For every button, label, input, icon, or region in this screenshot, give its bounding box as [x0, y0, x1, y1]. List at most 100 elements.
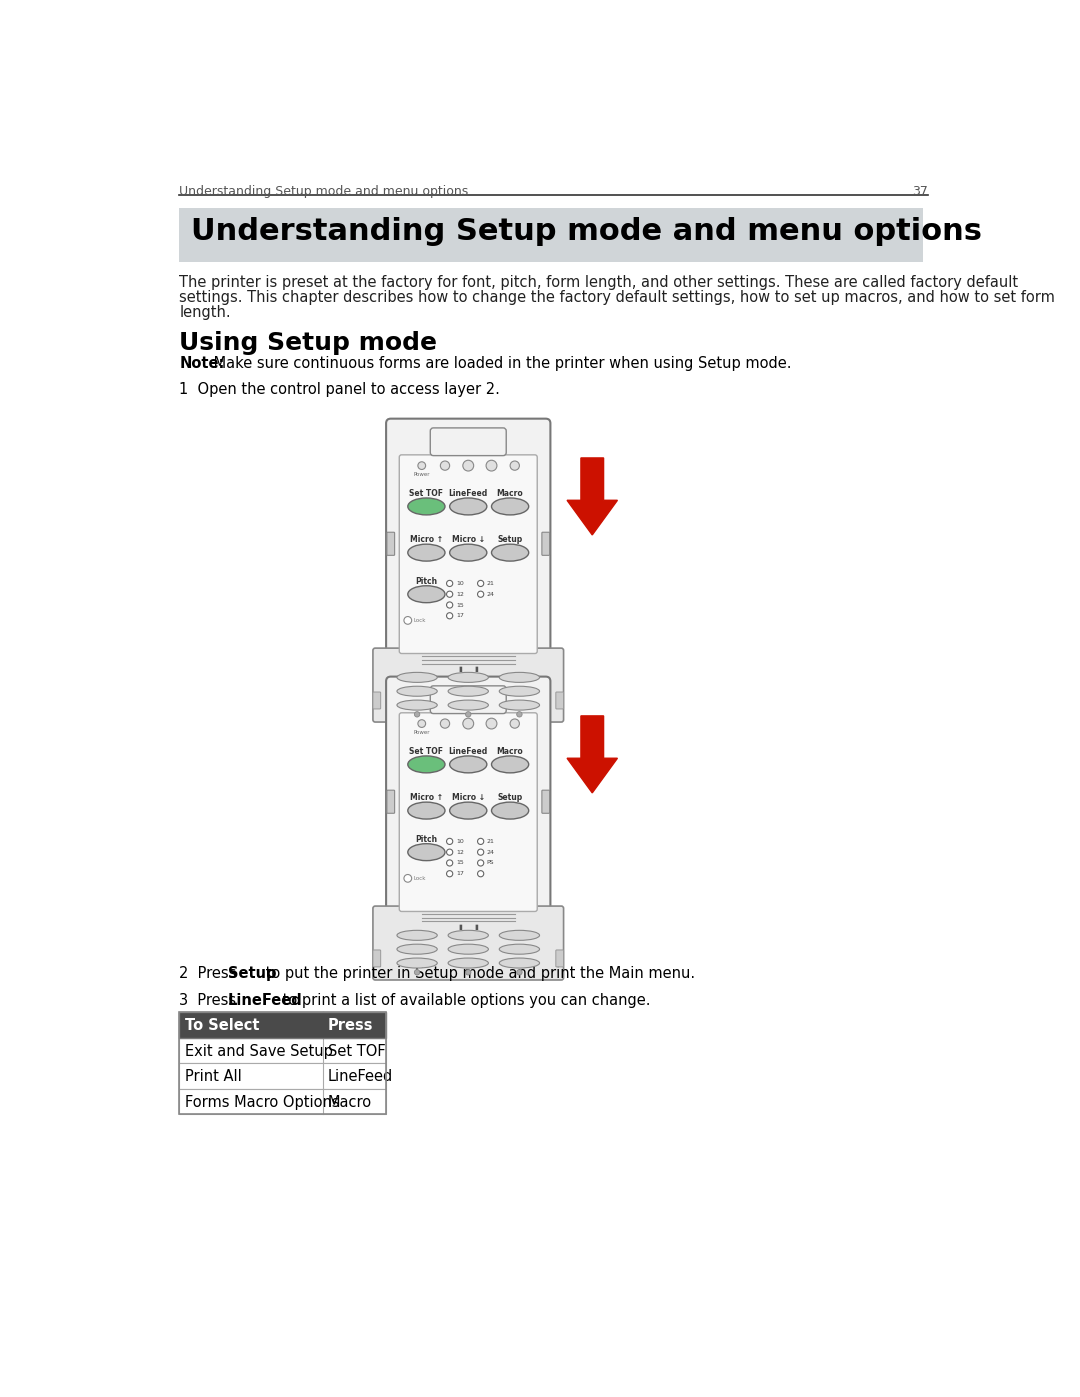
Ellipse shape: [397, 672, 437, 682]
Text: Macro: Macro: [497, 489, 524, 497]
Ellipse shape: [408, 545, 445, 562]
Circle shape: [463, 718, 474, 729]
Text: Macro: Macro: [328, 1095, 373, 1109]
Ellipse shape: [449, 802, 487, 819]
Ellipse shape: [491, 802, 529, 819]
Circle shape: [415, 711, 420, 717]
Text: ▮: ▮: [459, 675, 462, 680]
Circle shape: [510, 719, 519, 728]
Text: 2  Press: 2 Press: [179, 967, 241, 981]
Text: to put the printer in Setup mode and print the Main menu.: to put the printer in Setup mode and pri…: [260, 967, 694, 981]
Text: 15: 15: [456, 602, 463, 608]
Text: 10: 10: [456, 838, 463, 844]
Ellipse shape: [491, 545, 529, 562]
Circle shape: [446, 861, 453, 866]
Text: 1  Open the control panel to access layer 2.: 1 Open the control panel to access layer…: [179, 383, 500, 398]
Circle shape: [465, 970, 471, 975]
Circle shape: [477, 861, 484, 866]
Text: 21: 21: [487, 581, 495, 585]
Ellipse shape: [449, 756, 487, 773]
Ellipse shape: [499, 930, 540, 940]
Text: 37: 37: [912, 184, 928, 197]
Text: Setup: Setup: [228, 967, 276, 981]
Text: Pitch: Pitch: [416, 577, 437, 587]
Text: To Select: To Select: [185, 1018, 259, 1032]
Text: Power: Power: [414, 729, 430, 735]
Text: 12: 12: [456, 849, 463, 855]
Ellipse shape: [491, 756, 529, 773]
FancyBboxPatch shape: [387, 419, 551, 666]
Text: Note:: Note:: [179, 356, 225, 372]
Ellipse shape: [499, 700, 540, 710]
Text: 17: 17: [456, 613, 463, 619]
Ellipse shape: [397, 944, 437, 954]
Circle shape: [404, 616, 411, 624]
FancyBboxPatch shape: [179, 208, 923, 261]
Circle shape: [446, 602, 453, 608]
Text: Set TOF: Set TOF: [328, 1044, 386, 1059]
Circle shape: [477, 580, 484, 587]
Circle shape: [477, 838, 484, 844]
Circle shape: [486, 460, 497, 471]
Text: LineFeed: LineFeed: [448, 489, 488, 497]
FancyBboxPatch shape: [387, 532, 394, 556]
Ellipse shape: [397, 686, 437, 696]
Ellipse shape: [499, 686, 540, 696]
Text: Power: Power: [414, 472, 430, 476]
Ellipse shape: [397, 958, 437, 968]
Ellipse shape: [397, 700, 437, 710]
Ellipse shape: [408, 585, 445, 602]
Circle shape: [516, 711, 522, 717]
Text: 17: 17: [456, 872, 463, 876]
Text: Make sure continuous forms are loaded in the printer when using Setup mode.: Make sure continuous forms are loaded in…: [208, 356, 792, 372]
Circle shape: [441, 461, 449, 471]
FancyBboxPatch shape: [373, 950, 380, 967]
Circle shape: [415, 970, 420, 975]
FancyBboxPatch shape: [387, 676, 551, 925]
Polygon shape: [567, 715, 618, 793]
Circle shape: [446, 838, 453, 844]
Circle shape: [446, 613, 453, 619]
Text: length.: length.: [179, 306, 231, 320]
Ellipse shape: [499, 944, 540, 954]
Ellipse shape: [408, 844, 445, 861]
Text: Lock: Lock: [414, 876, 426, 882]
Circle shape: [516, 970, 522, 975]
Bar: [179, 1013, 387, 1113]
Circle shape: [486, 718, 497, 729]
Circle shape: [477, 591, 484, 598]
Text: ▮: ▮: [459, 666, 462, 672]
Text: Print All: Print All: [185, 1069, 241, 1084]
Text: The printer is preset at the factory for font, pitch, form length, and other set: The printer is preset at the factory for…: [179, 275, 1018, 289]
Ellipse shape: [448, 700, 488, 710]
Ellipse shape: [397, 930, 437, 940]
Text: Setup: Setup: [498, 535, 523, 543]
Text: Forms Macro Options: Forms Macro Options: [185, 1095, 339, 1109]
Ellipse shape: [449, 545, 487, 562]
Text: to print a list of available options you can change.: to print a list of available options you…: [279, 993, 651, 1009]
Circle shape: [446, 870, 453, 877]
Circle shape: [441, 719, 449, 728]
FancyBboxPatch shape: [373, 648, 564, 722]
Ellipse shape: [448, 672, 488, 682]
Text: LineFeed: LineFeed: [328, 1069, 393, 1084]
Bar: [179, 1013, 387, 1038]
FancyBboxPatch shape: [542, 791, 550, 813]
Text: Exit and Save Setup: Exit and Save Setup: [185, 1044, 333, 1059]
Text: Set TOF: Set TOF: [409, 489, 444, 497]
Text: ▮: ▮: [474, 666, 478, 672]
Text: Micro ↓: Micro ↓: [451, 793, 485, 802]
Bar: [179, 1063, 387, 1088]
Text: 10: 10: [456, 581, 463, 585]
Text: Understanding Setup mode and menu options: Understanding Setup mode and menu option…: [179, 184, 469, 197]
FancyBboxPatch shape: [542, 532, 550, 556]
Text: Lock: Lock: [414, 617, 426, 623]
Circle shape: [477, 870, 484, 877]
Text: Press: Press: [328, 1018, 374, 1032]
FancyBboxPatch shape: [400, 712, 537, 911]
Text: Macro: Macro: [497, 746, 524, 756]
Text: ▮: ▮: [474, 925, 478, 930]
Text: 21: 21: [487, 838, 495, 844]
Ellipse shape: [491, 497, 529, 515]
FancyBboxPatch shape: [556, 692, 564, 708]
